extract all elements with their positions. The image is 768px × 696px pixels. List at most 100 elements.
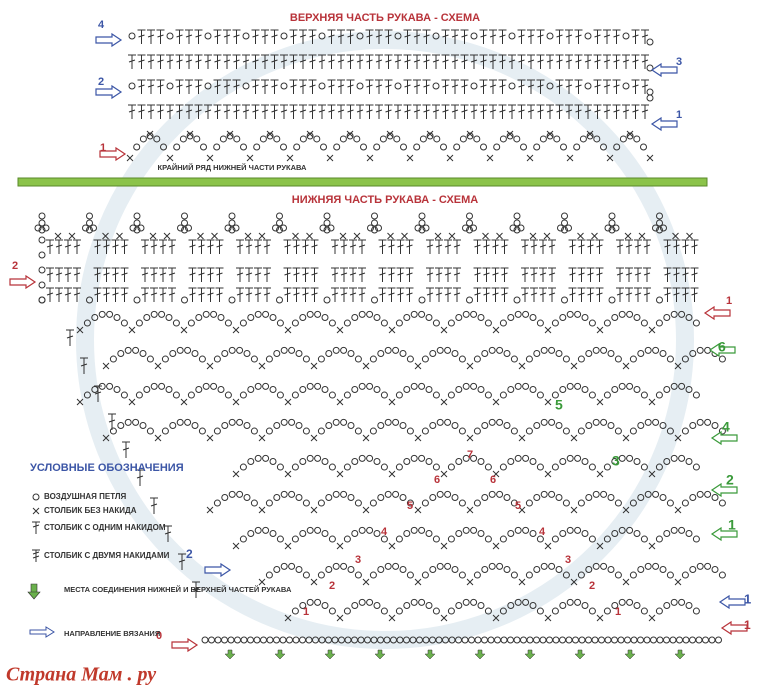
- double-crochet: [405, 239, 414, 254]
- double-crochet: [577, 287, 586, 302]
- chain: [659, 349, 667, 357]
- double-crochet: [365, 79, 374, 94]
- single-crochet: [206, 434, 214, 442]
- single-crochet: [492, 614, 500, 622]
- legend-item: СТОЛБИК С ОДНИМ НАКИДОМ: [44, 523, 166, 532]
- chain: [343, 463, 351, 471]
- chain: [529, 457, 537, 465]
- chain: [629, 355, 637, 363]
- double-crochet: [102, 287, 111, 302]
- chain: [395, 463, 403, 471]
- chain: [109, 427, 117, 435]
- double-crochet: [215, 239, 224, 254]
- chain: [522, 382, 530, 390]
- chain: [574, 454, 582, 462]
- chain: [399, 421, 407, 429]
- chain: [320, 143, 327, 151]
- chain: [455, 385, 463, 393]
- row-label: 1: [100, 142, 106, 154]
- double-crochet: [308, 29, 317, 44]
- chain: [702, 636, 709, 644]
- double-crochet: [612, 29, 621, 44]
- single-crochet: [362, 578, 370, 586]
- chain: [577, 355, 585, 363]
- chain: [640, 391, 648, 399]
- chain: [213, 143, 221, 151]
- chain: [663, 457, 671, 465]
- single-crochet: [362, 506, 370, 514]
- chain: [392, 346, 400, 354]
- chain: [395, 535, 403, 543]
- chain: [366, 382, 374, 390]
- single-crochet: [362, 434, 370, 442]
- chain: [266, 132, 274, 140]
- chain: [551, 463, 559, 471]
- single-crochet: [466, 130, 474, 138]
- chain: [214, 636, 222, 644]
- chain: [173, 143, 181, 151]
- chain: [436, 346, 444, 354]
- double-crochet: [292, 239, 301, 254]
- double-crochet: [375, 54, 383, 69]
- chain: [146, 132, 154, 140]
- chain: [503, 493, 511, 501]
- double-crochet: [498, 104, 507, 119]
- chain: [462, 454, 470, 462]
- single-crochet: [674, 434, 682, 442]
- chain: [633, 601, 641, 609]
- double-crochet: [292, 267, 301, 282]
- chain: [280, 32, 288, 40]
- chain: [232, 224, 240, 232]
- single-crochet: [648, 326, 656, 334]
- chain: [306, 310, 314, 318]
- double-crochet: [270, 54, 279, 69]
- double-crochet: [378, 239, 387, 254]
- chain: [210, 310, 218, 318]
- single-crochet: [406, 154, 414, 162]
- chain: [581, 529, 589, 537]
- legend-dc: [32, 521, 40, 534]
- double-crochet: [185, 79, 193, 94]
- chain: [592, 562, 600, 570]
- chain: [262, 526, 270, 534]
- chain: [574, 310, 582, 318]
- double-crochet: [318, 104, 326, 119]
- chain: [600, 346, 608, 354]
- double-crochet: [565, 29, 573, 44]
- chain: [618, 454, 626, 462]
- chain: [340, 346, 348, 354]
- single-crochet: [440, 614, 448, 622]
- double-crochet: [111, 287, 120, 302]
- chain: [425, 457, 433, 465]
- chain: [637, 636, 644, 644]
- double-crochet: [489, 79, 497, 94]
- chain: [507, 313, 515, 321]
- chain: [306, 132, 314, 140]
- chain: [143, 313, 151, 321]
- double-crochet: [94, 385, 102, 402]
- chain: [614, 499, 622, 507]
- double-crochet: [482, 287, 491, 302]
- direction-arrow: [710, 526, 738, 542]
- single-crochet: [346, 130, 354, 138]
- double-crochet: [616, 287, 624, 302]
- join-arrow: [324, 649, 336, 660]
- double-crochet: [378, 267, 387, 282]
- single-crochet: [596, 470, 604, 478]
- chain: [120, 319, 128, 327]
- chain: [561, 219, 568, 227]
- chain: [481, 493, 489, 501]
- chain: [426, 132, 434, 140]
- chain: [360, 143, 367, 151]
- chain: [603, 319, 611, 327]
- fan-number: 3: [355, 554, 361, 566]
- chain: [458, 571, 466, 579]
- chain: [185, 224, 192, 232]
- double-crochet: [482, 267, 491, 282]
- chain: [622, 82, 630, 90]
- double-crochet: [251, 79, 260, 94]
- chain: [276, 226, 283, 234]
- chain: [718, 571, 726, 579]
- join-arrow: [524, 649, 536, 660]
- double-crochet: [435, 287, 443, 302]
